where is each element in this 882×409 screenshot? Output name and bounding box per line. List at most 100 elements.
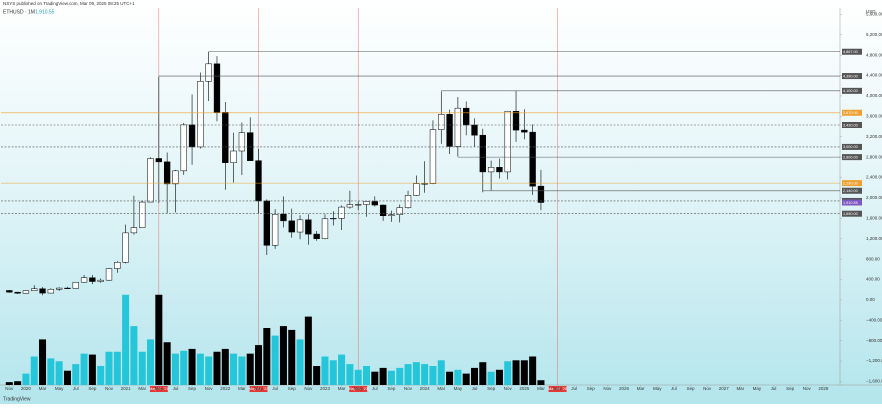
y-tick-label: −1,600.00 xyxy=(866,379,882,384)
x-tick-label: Nov xyxy=(205,386,214,391)
volume-bar xyxy=(437,360,445,385)
volume-bar xyxy=(487,371,495,385)
candle-body xyxy=(288,220,295,233)
candle-body xyxy=(163,161,171,185)
candle-body xyxy=(6,290,13,293)
marker-label-bg xyxy=(249,386,268,392)
volume-bar xyxy=(22,373,30,385)
x-tick-label: Nov xyxy=(703,386,712,391)
x-tick-label: Nov xyxy=(5,386,14,391)
volume-bar xyxy=(304,316,312,385)
candle-body xyxy=(97,279,104,282)
x-tick-label: May xyxy=(55,386,64,391)
y-tick-label: −800.00 xyxy=(866,338,882,343)
volume-bar xyxy=(213,351,221,385)
candle-body xyxy=(255,160,262,202)
y-tick-label: −400.00 xyxy=(866,317,882,322)
volume-bar xyxy=(279,326,287,385)
volume-bar xyxy=(412,362,420,385)
volume-bar xyxy=(263,328,271,385)
volume-bar xyxy=(221,348,229,385)
volume-bar xyxy=(338,354,346,385)
level-label: 1,910.55 xyxy=(843,201,858,205)
marker-label-bg xyxy=(149,386,168,392)
candle-body xyxy=(330,218,337,220)
x-tick-label: 2027 xyxy=(719,386,730,391)
candle-body xyxy=(271,213,279,246)
y-tick-label: 2,800.00 xyxy=(866,154,882,159)
x-tick-label: Sep xyxy=(686,386,695,391)
candle-body xyxy=(55,287,63,290)
volume-bar xyxy=(346,364,354,385)
volume-bar xyxy=(196,353,204,385)
y-tick-label: 5,200.00 xyxy=(866,32,882,37)
x-tick-label: Sep xyxy=(387,386,396,391)
candle-body xyxy=(130,227,138,234)
level-label-bg xyxy=(842,87,862,94)
x-tick-label: Jul xyxy=(771,386,777,391)
level-label: 3,670.00 xyxy=(843,111,858,115)
x-tick-label: 2026 xyxy=(619,386,630,391)
x-tick-label: May xyxy=(454,386,463,391)
candle-body xyxy=(238,132,246,152)
candle-body xyxy=(155,158,162,163)
volume-bar xyxy=(47,358,55,385)
level-label-bg xyxy=(842,180,862,187)
candle-body xyxy=(14,291,21,294)
candle-body xyxy=(371,201,378,206)
x-tick-label: 2022 xyxy=(220,386,231,391)
y-tick-label: 3,600.00 xyxy=(866,114,882,119)
level-label-bg xyxy=(842,122,862,128)
volume-bar xyxy=(288,329,296,385)
x-tick-label: Sep xyxy=(188,386,197,391)
volume-bar xyxy=(5,382,13,385)
candle-body xyxy=(346,204,354,208)
candle-body xyxy=(31,288,38,291)
candle-body xyxy=(388,214,395,216)
volume-bar xyxy=(313,366,321,385)
x-tick-label: 2020 xyxy=(21,386,32,391)
volume-bar xyxy=(63,370,71,385)
y-tick-label: 3,200.00 xyxy=(866,134,882,139)
level-label: 4,867.00 xyxy=(843,50,858,54)
x-tick-label: Mar xyxy=(736,386,744,391)
publisher: NSYS published on TradingView.com, Mar 0… xyxy=(3,1,135,6)
volume-bar xyxy=(429,366,437,385)
candle-body xyxy=(404,195,412,208)
last-price: 1,910.55 xyxy=(35,9,55,15)
x-tick-label: Jul xyxy=(671,386,677,391)
level-label-bg xyxy=(842,109,862,116)
candle-body xyxy=(429,129,437,184)
y-tick-label: 4,800.00 xyxy=(866,52,882,57)
x-tick-label: Sep xyxy=(288,386,297,391)
x-tick-label: 2028 xyxy=(818,386,829,391)
x-tick-label: Jul xyxy=(372,386,378,391)
volume-bar xyxy=(238,356,246,385)
candle-body xyxy=(188,124,196,148)
volume-bar xyxy=(537,380,545,385)
candle-body xyxy=(504,110,511,173)
candle-body xyxy=(529,131,536,187)
marker-label: May 01, '21 xyxy=(149,387,169,391)
volume-bar xyxy=(130,326,138,385)
x-tick-label: Sep xyxy=(487,386,496,391)
level-label: 2,800.00 xyxy=(843,155,858,159)
volume-bar xyxy=(80,353,88,385)
x-tick-label: 2025 xyxy=(519,386,530,391)
x-tick-label: Mar xyxy=(437,386,445,391)
candle-body xyxy=(213,63,221,113)
level-label-bg xyxy=(842,187,862,194)
x-tick-label: Nov xyxy=(803,386,812,391)
candle-body xyxy=(471,124,478,136)
candle-body xyxy=(89,277,96,282)
candle-body xyxy=(355,204,362,206)
candle-body xyxy=(197,81,204,148)
candle-body xyxy=(80,277,88,283)
volume-bar xyxy=(39,339,47,385)
y-tick-label: 2,000.00 xyxy=(866,195,882,200)
level-label-bg xyxy=(842,73,862,80)
level-label: 3,430.00 xyxy=(843,123,858,127)
volume-bar xyxy=(113,351,121,385)
